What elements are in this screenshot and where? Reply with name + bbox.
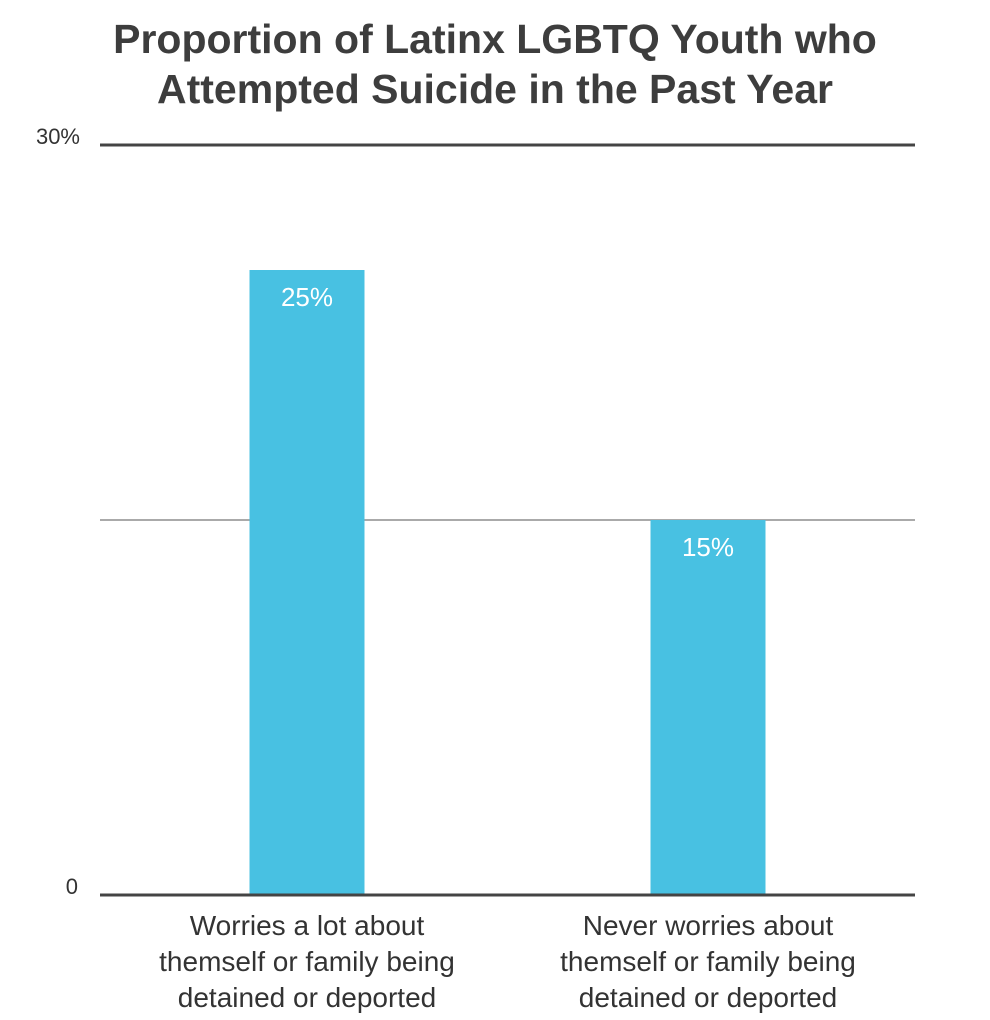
chart-title-line-1: Proportion of Latinx LGBTQ Youth who [113,16,877,62]
bar-value-label-2: 15% [682,532,734,562]
y-tick-label-max: 30% [36,124,80,149]
x-category-2-line-2: themself or family being [560,946,856,977]
y-tick-label-min: 0 [66,874,78,899]
chart-title: Proportion of Latinx LGBTQ Youth who Att… [0,14,990,114]
x-category-label-1: Worries a lot about themself or family b… [127,908,487,1016]
x-category-2-line-3: detained or deported [578,982,838,1013]
bar-2 [650,520,766,895]
chart-title-line-2: Attempted Suicide in the Past Year [157,66,833,112]
x-category-1-line-1: Worries a lot about [189,910,425,941]
x-category-1-line-2: themself or family being [159,946,455,977]
bar-1 [249,270,365,895]
x-category-label-2: Never worries about themself or family b… [528,908,888,1016]
x-category-2-line-1: Never worries about [582,910,834,941]
bar-value-label-1: 25% [281,282,333,312]
x-category-1-line-3: detained or deported [177,982,437,1013]
